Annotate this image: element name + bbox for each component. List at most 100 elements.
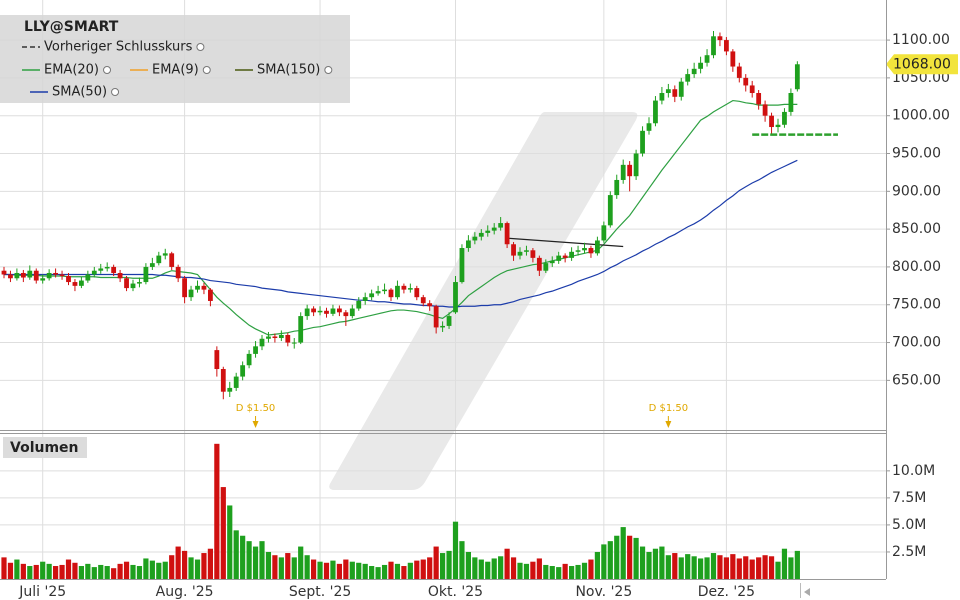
legend-icon bbox=[103, 66, 112, 74]
candle-body bbox=[524, 250, 529, 252]
volume-bar bbox=[214, 443, 220, 579]
volume-bar bbox=[498, 556, 504, 579]
candle-body bbox=[659, 93, 665, 101]
candle-body bbox=[253, 346, 258, 354]
volume-bar bbox=[581, 562, 588, 579]
volume-bar bbox=[756, 557, 762, 579]
scroll-arrow bbox=[804, 588, 810, 596]
candle-body bbox=[369, 293, 375, 298]
price-tag bbox=[886, 54, 958, 75]
candle-body bbox=[433, 306, 439, 328]
candle-body bbox=[530, 250, 536, 258]
volume-bar bbox=[356, 562, 362, 579]
candle-body bbox=[285, 334, 291, 343]
candle-body bbox=[614, 179, 620, 196]
candle-body bbox=[117, 272, 123, 279]
candle-body bbox=[569, 251, 574, 258]
volume-bar bbox=[117, 563, 123, 579]
volume-bar bbox=[188, 557, 194, 579]
volume-bar bbox=[40, 561, 46, 579]
candle-body bbox=[607, 195, 613, 226]
volume-bar bbox=[143, 558, 149, 579]
candle-body bbox=[375, 291, 381, 294]
volume-bar bbox=[149, 560, 155, 579]
legend-label: SMA(50) bbox=[52, 85, 107, 100]
legend-icon bbox=[202, 66, 211, 74]
candle-body bbox=[162, 253, 168, 256]
candle-body bbox=[278, 334, 284, 339]
volume-bar bbox=[639, 546, 646, 579]
volume-bar bbox=[278, 557, 284, 579]
candle-body bbox=[195, 285, 200, 290]
candle-body bbox=[582, 248, 587, 251]
volume-bar bbox=[246, 541, 252, 579]
candle-body bbox=[343, 312, 349, 317]
candle-body bbox=[362, 297, 368, 301]
volume-bar bbox=[65, 559, 72, 579]
candle-body bbox=[653, 100, 658, 124]
candle-body bbox=[156, 255, 162, 264]
volume-bar bbox=[478, 559, 484, 579]
candle-body bbox=[517, 251, 523, 256]
candle-body bbox=[85, 274, 91, 281]
candle-body bbox=[440, 325, 445, 328]
candle-body bbox=[794, 64, 800, 90]
volume-bar bbox=[736, 558, 742, 579]
volume-bar bbox=[601, 544, 607, 579]
candle-body bbox=[388, 289, 394, 298]
candle-body bbox=[620, 164, 626, 180]
candle-body bbox=[214, 350, 220, 370]
candle-body bbox=[698, 62, 703, 69]
candle-body bbox=[536, 257, 542, 271]
candle-body bbox=[543, 263, 549, 271]
candle-body bbox=[104, 266, 110, 269]
candle-body bbox=[298, 316, 304, 343]
candle-body bbox=[311, 308, 316, 313]
candle-body bbox=[66, 276, 71, 283]
volume-bar bbox=[678, 557, 684, 579]
candle-body bbox=[175, 266, 181, 279]
candle-body bbox=[743, 77, 749, 86]
volume-bar bbox=[381, 564, 388, 579]
candle-body bbox=[485, 230, 491, 233]
volume-bar bbox=[207, 548, 213, 579]
volume-bar bbox=[317, 561, 323, 579]
candle-body bbox=[201, 285, 207, 290]
legend: Vorheriger Schlusskurs EMA(20) EMA(9) SMA(1… bbox=[22, 40, 333, 100]
y-tick-label: 850.00 bbox=[892, 221, 941, 237]
volume-bar bbox=[510, 557, 517, 579]
candle-body bbox=[169, 253, 175, 267]
candle-body bbox=[272, 336, 278, 339]
candle-body bbox=[665, 89, 671, 94]
candle-body bbox=[601, 225, 607, 241]
candle-body bbox=[137, 282, 142, 284]
volume-bar bbox=[369, 566, 375, 579]
candle-body bbox=[685, 74, 691, 82]
candle-body bbox=[788, 93, 794, 112]
candle-body bbox=[14, 272, 20, 279]
candle-body bbox=[143, 266, 149, 283]
volume-bar bbox=[672, 553, 678, 579]
candle-body bbox=[466, 240, 471, 249]
candle-body bbox=[220, 369, 226, 392]
candle-body bbox=[704, 55, 710, 63]
candle-body bbox=[33, 270, 39, 281]
volume-bar bbox=[46, 563, 52, 579]
volume-bar bbox=[704, 557, 710, 579]
candle-body bbox=[736, 66, 742, 78]
volume-bar bbox=[646, 551, 652, 579]
x-tick-label: Juli '25 bbox=[18, 584, 66, 600]
volume-bar bbox=[730, 554, 736, 579]
candle-body bbox=[304, 308, 310, 317]
candle-body bbox=[208, 289, 213, 301]
volume-bar bbox=[717, 555, 723, 579]
volume-bar bbox=[27, 566, 33, 579]
volume-bar bbox=[743, 556, 749, 579]
volume-bar bbox=[104, 566, 110, 579]
candle-body bbox=[337, 308, 342, 313]
legend-box bbox=[0, 15, 350, 103]
volume-bar bbox=[504, 548, 510, 579]
volume-bar bbox=[710, 553, 717, 579]
candle-body bbox=[588, 248, 594, 254]
volume-bar bbox=[665, 555, 671, 579]
